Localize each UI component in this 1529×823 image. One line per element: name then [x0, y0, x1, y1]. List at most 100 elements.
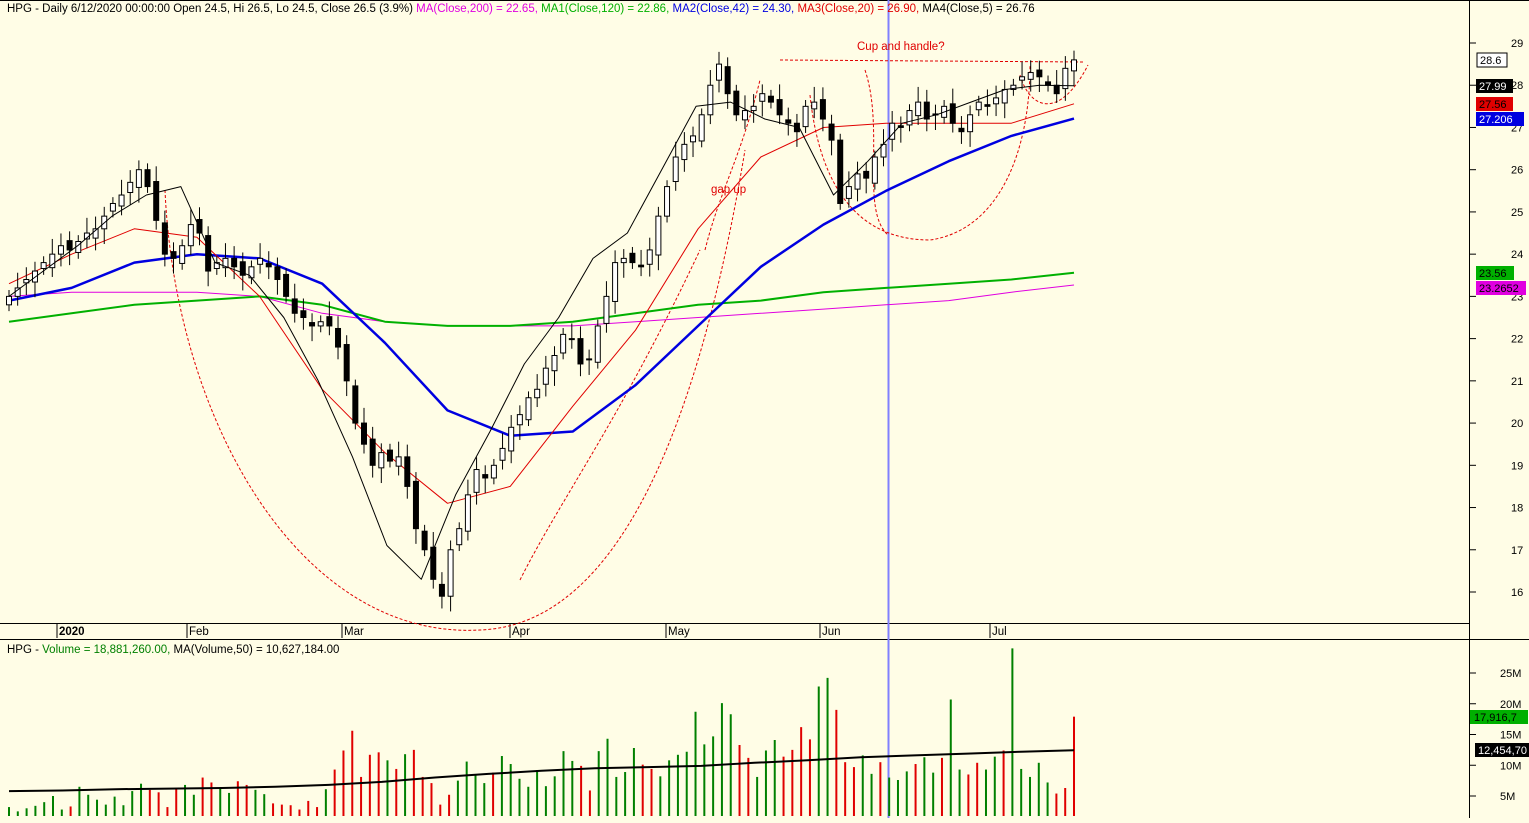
candle-body [698, 114, 705, 142]
candle-body [525, 397, 532, 421]
candle-body [343, 344, 350, 382]
price-tick-label: 18 [1511, 503, 1523, 515]
price-header-ma200: MA(Close,200) = 22.65, [416, 3, 541, 15]
candle-body [1036, 69, 1043, 78]
candle-body [923, 101, 930, 120]
candle-body [222, 257, 229, 269]
volume-header-prefix: HPG - [7, 644, 42, 656]
candle-body [127, 181, 134, 193]
volume-tick-label: 25M [1500, 668, 1521, 680]
candle-body [40, 262, 47, 270]
ma5-path [8, 84, 1075, 580]
tag-volume: 17,916,7 [1474, 712, 1517, 724]
price-header-ma5: MA4(Close,5) = 26.76 [922, 3, 1034, 15]
candle-body [975, 101, 982, 111]
candle-body [897, 125, 904, 128]
candle-body [265, 262, 272, 268]
candle-body [490, 464, 497, 479]
candle-body [984, 104, 991, 107]
candle-body [473, 469, 480, 493]
month-axis: 2020 Feb Mar Apr May Jun Jul [56, 623, 1007, 638]
candle-body [92, 228, 99, 239]
candle-body [915, 101, 922, 117]
cup-handle-label: Cup and handle? [857, 41, 945, 53]
candle-body [378, 452, 385, 469]
candle-body [871, 156, 878, 184]
apr-curve [519, 249, 701, 581]
volume-ma-path [8, 749, 1075, 793]
volume-ma-line [8, 749, 1075, 793]
candle-body [508, 426, 515, 452]
handle-outline [1019, 64, 1089, 105]
candle-body [551, 355, 558, 372]
candle-body [620, 257, 627, 264]
candle-body [534, 388, 541, 399]
month-label: May [668, 626, 690, 638]
candle-body [213, 262, 220, 270]
tag-ma200: 23.2652 [1479, 283, 1519, 295]
cup-outline [164, 149, 746, 631]
volume-bars [8, 648, 1075, 816]
candle-body [231, 257, 238, 268]
candle-body [681, 143, 688, 161]
cup-rim-line [779, 59, 1086, 63]
candle-body [560, 333, 567, 354]
candle-body [646, 249, 653, 265]
volume-tick-label: 10M [1500, 760, 1521, 772]
candle-body [386, 449, 393, 462]
ma42-line [8, 117, 1075, 437]
candle-body [949, 103, 956, 124]
ma42-path [8, 117, 1075, 437]
candle-body [542, 367, 549, 385]
ma5-line [8, 84, 1075, 580]
tag-ma120: 23.56 [1479, 268, 1507, 280]
month-label: Feb [189, 626, 209, 638]
ma120-path [8, 271, 1075, 327]
candle-body [49, 253, 56, 269]
candle-body [750, 105, 757, 112]
ma200-path [8, 284, 1075, 327]
candle-body [724, 66, 731, 95]
candle-body [603, 295, 610, 324]
price-header-ma20: MA3(Close,20) = 26.90, [797, 3, 922, 15]
candle-body [638, 264, 645, 268]
candle-body [664, 186, 671, 217]
candle-body [759, 93, 766, 102]
volume-y-axis: 25M 20M 15M 10M 5M [1469, 668, 1521, 803]
candle-body [317, 321, 324, 327]
candle-body [369, 438, 376, 466]
candle-body [672, 156, 679, 183]
candle-body [335, 327, 342, 348]
candle-body [594, 325, 601, 363]
candle-body [291, 298, 298, 314]
volume-header-vol: Volume = 18,881,260.00, [42, 644, 173, 656]
volume-header: HPG - Volume = 18,881,260.00, MA(Volume,… [7, 644, 339, 656]
candle-body [1053, 84, 1060, 95]
candle-body [66, 240, 73, 251]
candle-body [109, 202, 116, 212]
candlesticks [6, 50, 1077, 612]
ma20-path [8, 103, 1075, 504]
candle-body [568, 338, 575, 341]
candle-body [906, 110, 913, 126]
candle-body [31, 270, 38, 283]
candle-body [785, 119, 792, 124]
candle-body [828, 123, 835, 141]
candle-body [153, 181, 160, 221]
ma120-line [8, 271, 1075, 327]
price-tick-label: 25 [1511, 207, 1523, 219]
candle-body [179, 245, 186, 264]
candle-body [586, 358, 593, 361]
candle-body [655, 215, 662, 256]
price-header-prefix: HPG - Daily 6/12/2020 00:00:00 Open 24.5… [7, 3, 416, 15]
candle-body [1010, 84, 1017, 90]
candle-body [958, 127, 965, 133]
candle-body [395, 456, 402, 467]
month-label: Jul [992, 626, 1007, 638]
candle-body [361, 422, 367, 445]
tag-ma42: 27.206 [1479, 114, 1513, 126]
candle-body [1062, 67, 1069, 90]
